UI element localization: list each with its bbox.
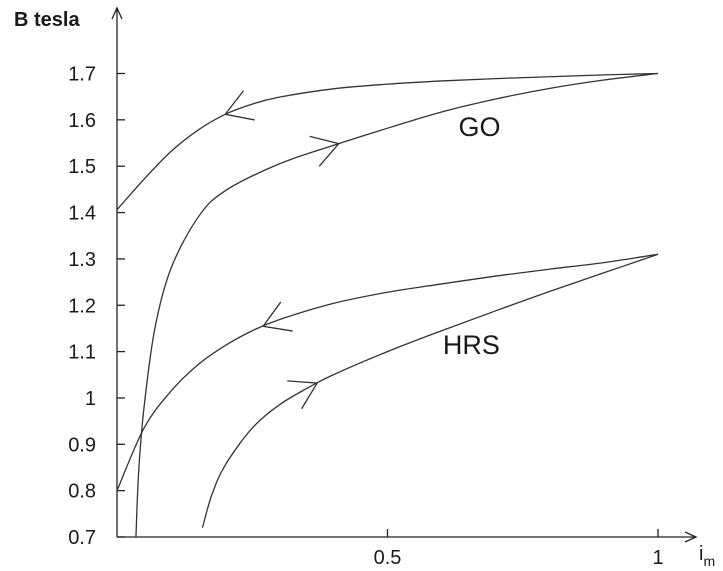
y-axis-title: B tesla (14, 9, 80, 31)
curve-label-hrs: HRS (443, 330, 500, 360)
direction-arrow-1 (224, 90, 255, 121)
y-tick-label: 1 (85, 388, 96, 410)
x-tick-label: 1 (652, 547, 663, 569)
curve-label-go: GO (458, 112, 500, 142)
curve-hrs-descending (116, 253, 659, 491)
axes (111, 6, 698, 543)
x-axis-title: im (699, 543, 715, 569)
y-tick-label: 1.1 (68, 342, 96, 364)
direction-arrows (224, 90, 340, 410)
labels: 0.7 0.8 0.9 1 1.1 1.2 1.3 1.4 1.5 1.6 1.7 0.5 1 B tes… (14, 9, 715, 569)
direction-arrow-4 (287, 380, 319, 410)
y-tick-label: 0.8 (68, 481, 96, 503)
y-tick-label: 1.6 (68, 110, 96, 132)
y-tick-label: 1.4 (68, 203, 96, 225)
y-tick-label: 1.5 (68, 156, 96, 178)
direction-arrow-2 (309, 135, 340, 167)
direction-arrow-3 (261, 301, 293, 332)
y-tick-label: 0.7 (68, 527, 96, 549)
y-axis-arrowhead (111, 6, 123, 20)
x-tick-label: 0.5 (374, 547, 402, 569)
curve-go-descending (116, 72, 659, 211)
curves (116, 72, 659, 538)
curve-hrs-ascending (201, 253, 659, 528)
y-tick-label: 1.3 (68, 249, 96, 271)
x-axis-arrowhead (684, 531, 698, 543)
curve-go-ascending (135, 72, 659, 538)
x-axis-title-subscript: m (703, 553, 715, 569)
y-tick-label: 0.9 (68, 434, 96, 456)
y-tick-label: 1.7 (68, 64, 96, 86)
y-tick-label: 1.2 (68, 295, 96, 317)
